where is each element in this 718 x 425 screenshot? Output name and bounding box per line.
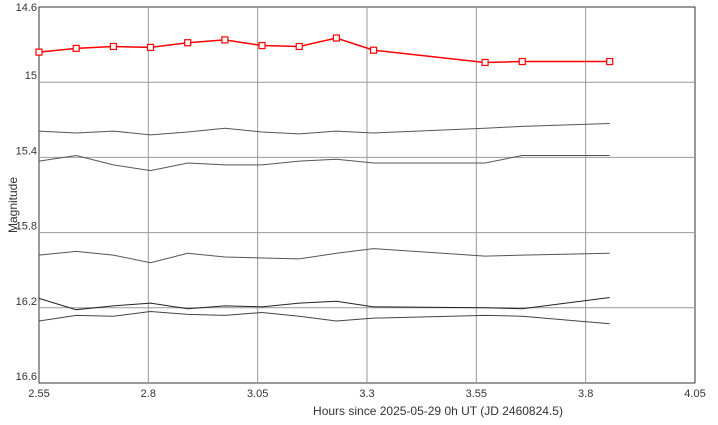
data-point-marker	[518, 57, 526, 66]
series-line	[38, 248, 610, 264]
x-axis-title: Hours since 2025-05-29 0h UT (JD 2460824…	[313, 404, 563, 418]
data-point-marker	[109, 42, 117, 51]
series-5	[38, 296, 610, 311]
x-tick-label: 3.05	[247, 388, 268, 400]
y-tick-label: 14.6	[16, 2, 37, 14]
data-point-marker	[35, 48, 43, 56]
series-layer	[35, 34, 614, 325]
series-4	[38, 248, 610, 264]
y-tick-label: 15	[25, 70, 37, 82]
series-2	[38, 123, 610, 136]
series-6	[38, 311, 610, 325]
data-point-marker	[295, 42, 303, 51]
x-tick-labels: 2.55 2.8 3.05 3.3 3.55 3.8 4.05	[28, 388, 705, 400]
data-point-marker	[332, 34, 340, 42]
x-tick-label: 4.05	[684, 388, 705, 400]
series-line	[38, 123, 610, 136]
series-1	[35, 34, 614, 67]
x-tick-label: 3.8	[578, 388, 593, 400]
data-point-marker	[258, 41, 266, 50]
data-point-marker	[72, 44, 80, 52]
data-point-marker	[221, 36, 229, 44]
data-point-marker	[146, 43, 155, 52]
y-axis-title: Magnitude	[6, 177, 20, 233]
y-tick-label: 16.2	[16, 296, 37, 308]
data-point-marker	[184, 39, 192, 47]
y-tick-labels: 14.6 15 15.4 15.8 16.2 16.6	[16, 2, 37, 383]
x-tick-label: 3.55	[466, 388, 487, 400]
y-tick-label: 16.6	[16, 371, 37, 383]
series-line	[38, 296, 610, 311]
x-tick-label: 3.3	[359, 388, 374, 400]
grid-lines	[39, 7, 695, 383]
series-line	[38, 155, 610, 172]
x-tick-label: 2.8	[141, 388, 156, 400]
series-line	[38, 311, 610, 325]
series-3	[38, 155, 610, 172]
x-tick-label: 2.55	[28, 388, 49, 400]
y-tick-label: 15.8	[16, 221, 37, 233]
data-point-marker	[369, 46, 378, 54]
y-tick-label: 15.4	[16, 145, 37, 157]
data-point-marker	[606, 57, 614, 66]
data-point-marker	[481, 58, 489, 67]
